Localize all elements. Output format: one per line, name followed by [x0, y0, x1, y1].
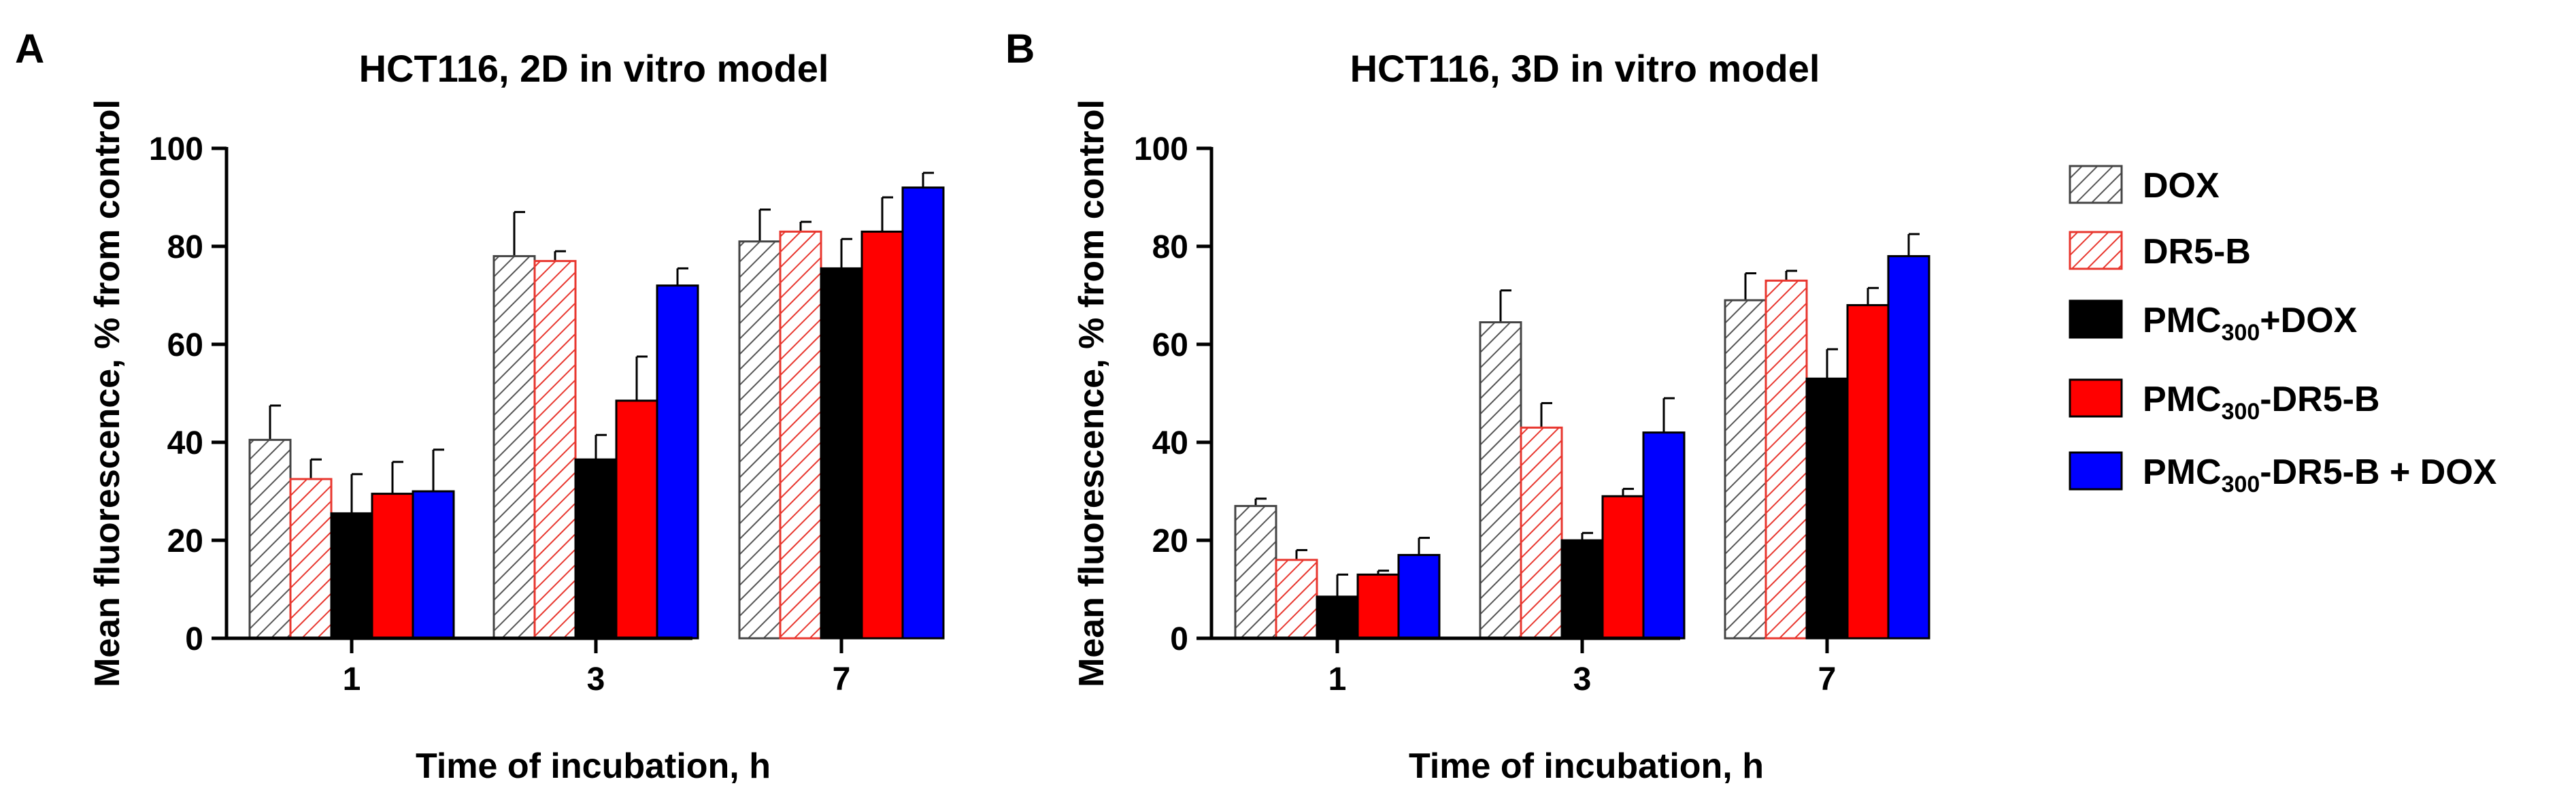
bar-solid-red-3	[1601, 495, 1645, 640]
bar-hatch-red-3	[533, 260, 577, 640]
y-tick-label: 40	[1152, 425, 1188, 461]
chart-2d: HCT116, 2D in vitro model Mean fluoresce…	[88, 47, 945, 786]
y-tick-label: 60	[167, 327, 203, 363]
bar-solid-black-3	[1560, 539, 1604, 640]
x-tick-label: 3	[587, 661, 605, 697]
bar-hatch-gray-3	[492, 254, 536, 640]
y-tick-label: 0	[185, 621, 203, 657]
chart-title: HCT116, 3D in vitro model	[1350, 47, 1820, 90]
bar-solid-blue-3	[1642, 431, 1686, 640]
bar-solid-blue-1	[1397, 554, 1441, 640]
y-axis-label: Mean fluorescence, % from control	[88, 99, 127, 687]
y-tick-label: 80	[167, 229, 203, 265]
panel-letter-b: B	[1005, 26, 1035, 71]
chart-marks: 0 20 40 60 80 100 1 3 7	[149, 131, 945, 697]
x-tick-label: 1	[343, 661, 361, 697]
bar-solid-black-3	[574, 458, 618, 640]
legend-label-pmc-dr5b: PMC300-DR5-B	[2143, 380, 2380, 425]
legend-swatch-pmc-dr5b-dox	[2069, 451, 2123, 491]
legend-label-dox: DOX	[2143, 166, 2220, 206]
bar-solid-black-1	[330, 512, 373, 640]
bar-hatch-red-7	[779, 230, 822, 640]
bar-solid-red-1	[371, 493, 414, 640]
bar-solid-red-7	[1846, 303, 1890, 640]
bar-solid-blue-7	[1887, 254, 1930, 640]
bar-solid-red-7	[860, 230, 904, 640]
y-tick-label: 20	[1152, 523, 1188, 559]
chart-title: HCT116, 2D in vitro model	[359, 47, 829, 90]
y-tick-label: 80	[1152, 229, 1188, 265]
y-tick-label: 100	[1134, 131, 1188, 167]
bar-solid-red-1	[1356, 573, 1400, 640]
x-axis-label: Time of incubation, h	[1409, 746, 1764, 786]
x-tick-label: 3	[1573, 661, 1592, 697]
legend-swatch-pmc-dox	[2069, 299, 2123, 339]
x-tick-label: 7	[833, 661, 851, 697]
bar-solid-red-3	[615, 399, 658, 640]
legend-swatch-pmc-dr5b	[2069, 378, 2123, 418]
x-tick-label: 7	[1818, 661, 1837, 697]
y-axis-label: Mean fluorescence, % from control	[1072, 99, 1111, 687]
bar-solid-blue-7	[901, 186, 945, 640]
x-tick-label: 1	[1328, 661, 1347, 697]
bar-hatch-gray-3	[1479, 321, 1522, 640]
y-tick-label: 100	[149, 131, 203, 167]
bar-hatch-red-7	[1764, 279, 1808, 640]
y-tick-label: 60	[1152, 327, 1188, 363]
bar-solid-black-1	[1316, 595, 1359, 640]
legend-label-dr5b: DR5-B	[2143, 232, 2251, 272]
bar-solid-black-7	[1805, 377, 1849, 640]
legend-swatch-dox	[2069, 165, 2123, 204]
bar-solid-black-7	[820, 267, 863, 640]
bar-hatch-gray-1	[248, 438, 292, 640]
legend-label-pmc-dr5b-dox: PMC300-DR5-B + DOX	[2143, 453, 2497, 497]
bar-solid-blue-1	[412, 490, 455, 640]
legend-label-pmc-dox: PMC300+DOX	[2143, 301, 2358, 346]
bar-hatch-red-1	[1275, 559, 1318, 640]
y-tick-label: 20	[167, 523, 203, 559]
chart-3d: HCT116, 3D in vitro model Mean fluoresce…	[1072, 47, 1930, 786]
legend-swatch-dr5b	[2069, 231, 2123, 270]
bar-hatch-gray-7	[1724, 299, 1767, 640]
bar-solid-blue-3	[656, 284, 699, 640]
x-axis-label: Time of incubation, h	[416, 746, 771, 786]
chart-marks: 0 20 40 60 80 100 1 3 7	[1134, 131, 1930, 697]
bar-hatch-gray-1	[1234, 505, 1277, 640]
y-tick-label: 40	[167, 425, 203, 461]
panel-letter-a: A	[15, 26, 44, 71]
legend: DOX DR5-B PMC300+DOX PMC300-DR5-B PMC300…	[2069, 165, 2497, 497]
bar-hatch-red-3	[1520, 426, 1563, 640]
bar-hatch-red-1	[289, 478, 333, 640]
y-tick-label: 0	[1170, 621, 1188, 657]
bar-hatch-gray-7	[738, 240, 782, 640]
